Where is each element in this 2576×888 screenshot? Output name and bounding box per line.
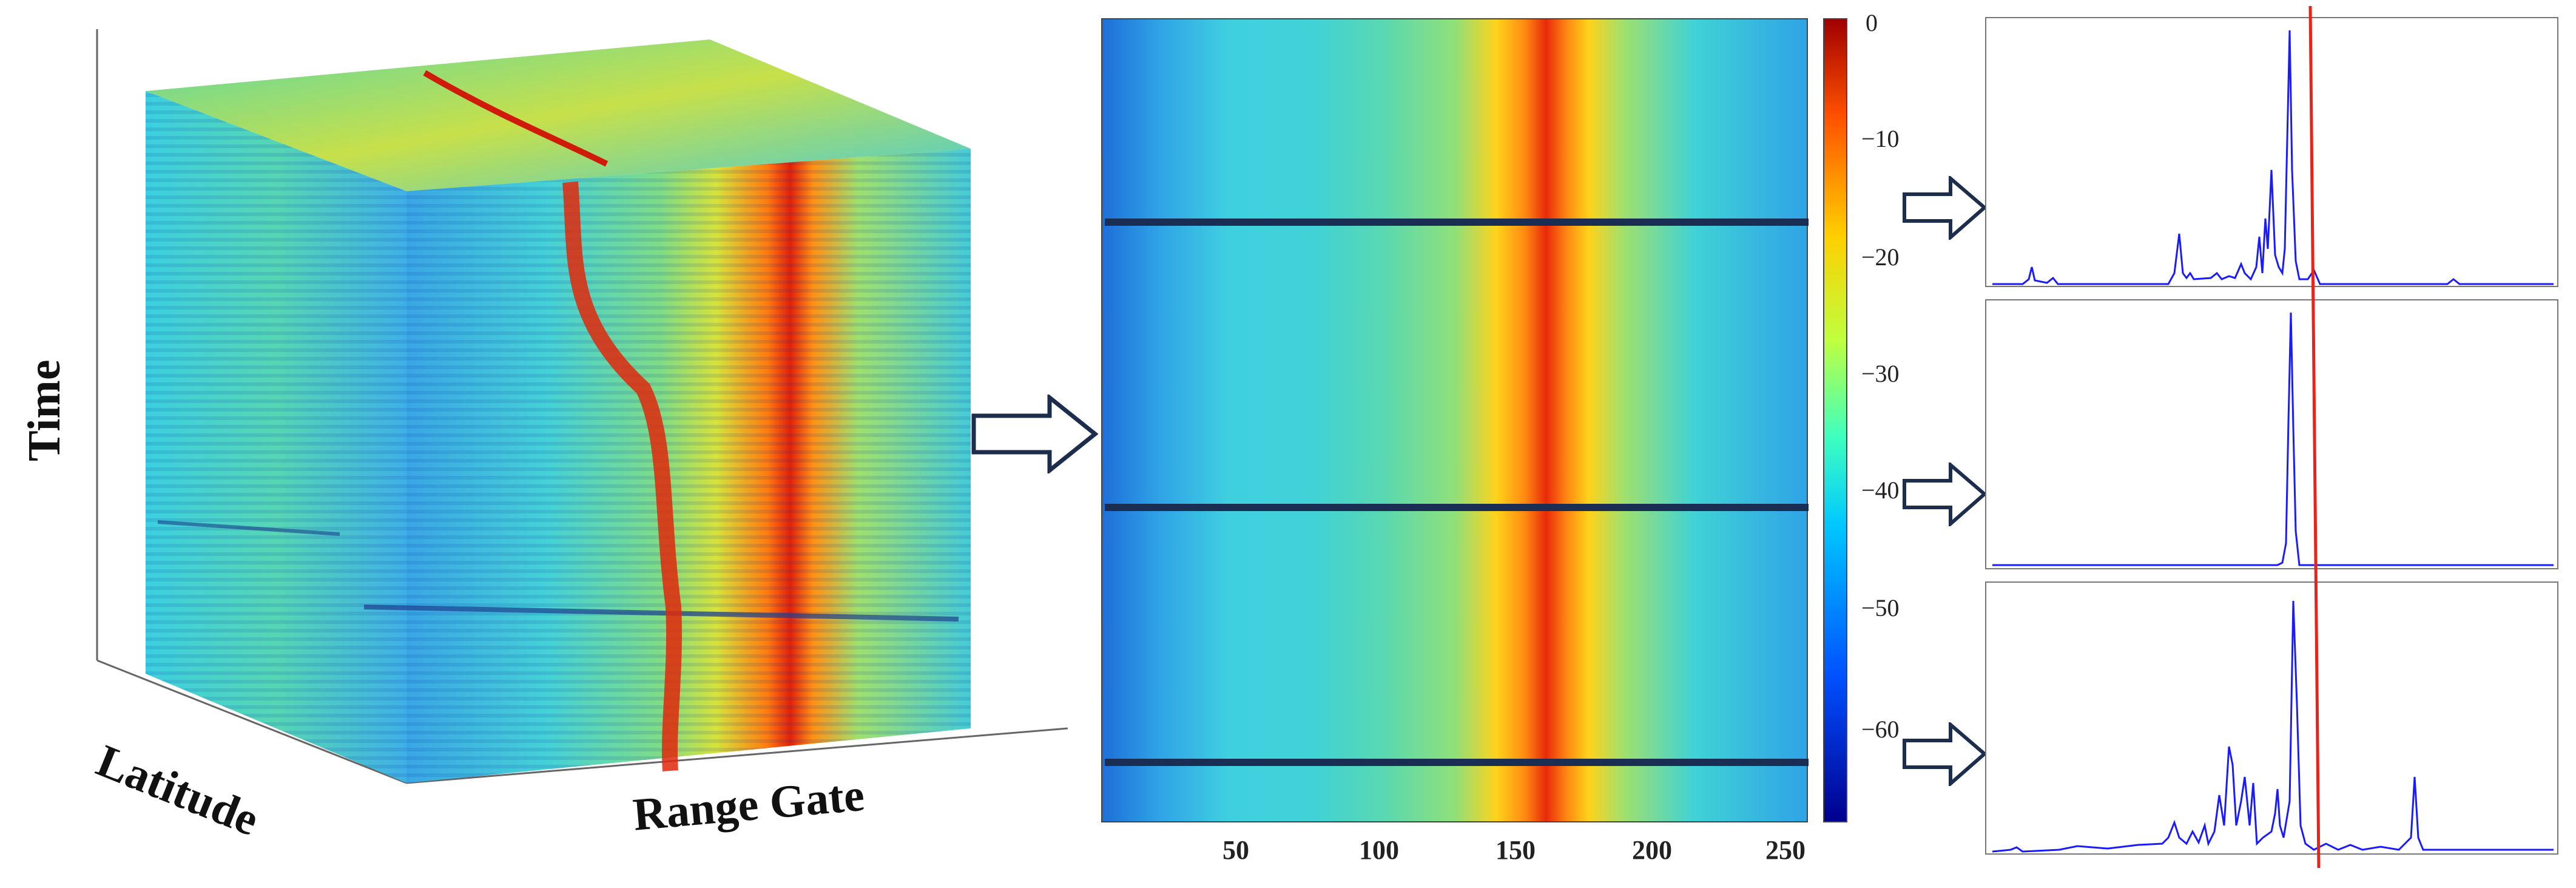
separator-line: [1105, 219, 1809, 226]
waveform-line: [1992, 600, 2554, 853]
colorbar-tick: −50: [1861, 594, 1900, 622]
right-arrow-icon: [1903, 722, 1987, 786]
colorbar-tick: −30: [1861, 360, 1900, 387]
waveform-line: [1992, 312, 2554, 566]
colorbar-tick: −40: [1861, 476, 1900, 504]
separator-line: [1105, 504, 1809, 511]
heatmap-image: [1101, 18, 1808, 822]
waveform-plot: [1992, 30, 2554, 285]
right-arrow-icon: [1903, 176, 1987, 240]
colorbar-tick: −60: [1861, 716, 1900, 743]
colorbar: [1823, 18, 1847, 822]
data-cube: Time Latitude Range Gate: [0, 0, 1080, 885]
right-arrow-icon: [1903, 463, 1987, 526]
time-axis-label: Time: [19, 359, 70, 461]
data-cube-graphic: [96, 29, 1068, 784]
x-tick-label: 200: [1632, 835, 1672, 865]
peak-marker-line: [2308, 6, 2321, 868]
colorbar-tick: −10: [1861, 125, 1900, 152]
waveform-plot: [1992, 600, 2554, 853]
separator-line: [1105, 759, 1809, 766]
waveform-panel-3: [1985, 581, 2558, 855]
heatmap-panel: [1101, 18, 1811, 825]
waveform-panel-2: [1985, 299, 2558, 569]
x-tick-label: 50: [1222, 835, 1249, 865]
x-tick-label: 150: [1495, 835, 1536, 865]
colorbar-tick: 0: [1866, 9, 1878, 36]
colorbar-tick: −20: [1861, 243, 1900, 271]
waveform-plot: [1992, 312, 2554, 566]
x-tick-label: 250: [1765, 835, 1806, 865]
right-arrow-icon: [971, 395, 1098, 473]
waveform-panel-1: [1985, 17, 2558, 287]
x-tick-label: 100: [1359, 835, 1399, 865]
waveform-line: [1992, 30, 2554, 285]
